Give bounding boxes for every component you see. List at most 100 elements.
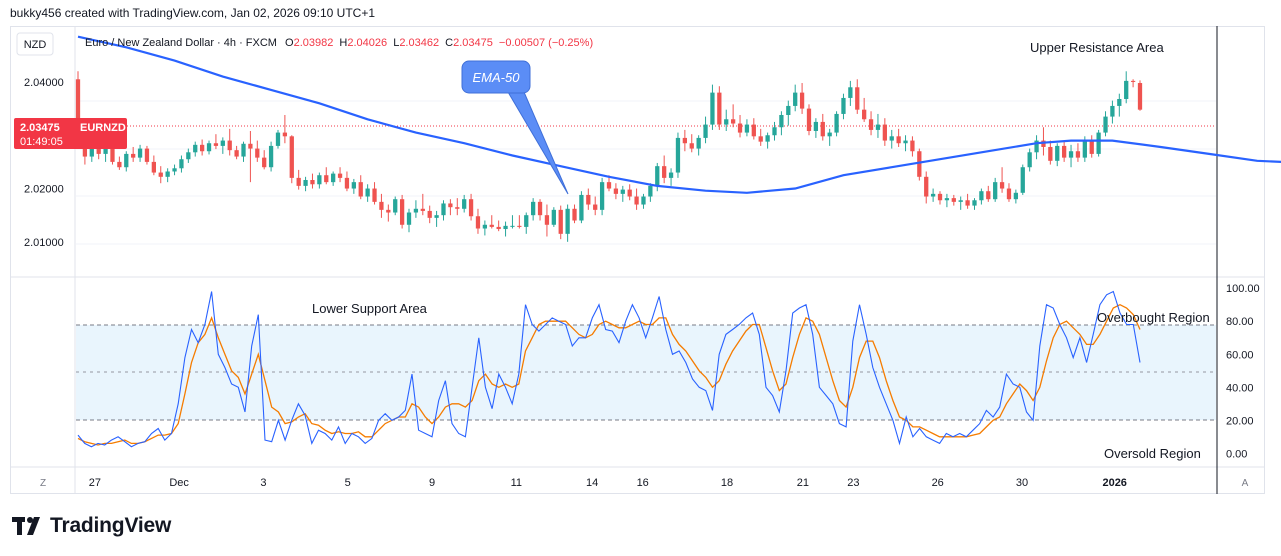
time-tick-label: 11 — [511, 477, 522, 489]
candle-body — [275, 132, 281, 146]
candle-body — [1068, 151, 1074, 158]
candle-body — [730, 119, 736, 124]
candle-body — [96, 145, 101, 154]
candle-body — [772, 127, 777, 136]
overbought-label: Overbought Region — [1097, 310, 1210, 325]
candle-body — [551, 209, 556, 225]
candle-body — [448, 203, 453, 208]
candle-body — [675, 137, 681, 173]
ema-callout-label: EMA-50 — [473, 70, 521, 85]
ema-callout: EMA-50 — [461, 60, 569, 195]
stoch-tick-label: 80.00 — [1226, 316, 1254, 328]
candle-body — [627, 189, 632, 197]
symbol-description: Euro / New Zealand Dollar · 4h · FXCM — [85, 37, 277, 49]
candle-body — [703, 124, 708, 138]
candle-body — [827, 132, 832, 137]
candle-body — [924, 176, 929, 197]
candle-body — [565, 208, 570, 234]
candle-body — [889, 136, 894, 141]
candle-body — [758, 136, 763, 142]
candle-body — [110, 148, 115, 162]
stoch-tick-label: 60.00 — [1226, 349, 1254, 361]
candle-body — [1020, 167, 1025, 193]
candle-body — [117, 161, 122, 168]
candle-body — [213, 143, 219, 146]
tradingview-logo-text: TradingView — [50, 514, 172, 537]
candle-body — [834, 113, 839, 133]
ohlc-high-label: H — [339, 37, 347, 49]
candle-body — [1027, 152, 1032, 168]
time-tick-label: 5 — [345, 477, 351, 489]
candle-body — [813, 121, 819, 131]
candle-body — [786, 105, 791, 115]
candle-body — [386, 209, 391, 213]
candle-body — [262, 157, 267, 168]
candle-body — [1034, 140, 1039, 153]
candle-body — [137, 148, 143, 158]
price-tick-label: 2.02000 — [24, 184, 64, 196]
lower-support-label: Lower Support Area — [312, 301, 428, 316]
candle-body — [944, 198, 950, 201]
candle-body — [979, 191, 984, 201]
candle-body — [489, 224, 494, 227]
chart-credit: bukky456 created with TradingView.com, J… — [10, 6, 375, 20]
candle-body — [365, 188, 370, 197]
timezone-button[interactable]: Z — [40, 478, 46, 489]
candle-body — [993, 182, 998, 200]
stoch-axis[interactable]: 100.00 80.00 60.00 40.00 20.00 0.00 — [1226, 283, 1260, 460]
candle-body — [965, 200, 970, 206]
candle-body — [1048, 146, 1053, 161]
auto-scale-button[interactable]: A — [1242, 478, 1249, 489]
candle-body — [558, 209, 563, 234]
candle-body — [434, 215, 439, 218]
candle-body — [1055, 145, 1060, 161]
candle-body — [1089, 139, 1094, 154]
ohlc-low-label: L — [393, 37, 399, 49]
ohlc-open: 2.03982 — [294, 37, 334, 49]
symbol-legend: Euro / New Zealand Dollar · 4h · FXCM O2… — [85, 37, 593, 49]
candle-body — [455, 207, 460, 209]
candle-body — [89, 145, 94, 157]
candle-body — [951, 198, 956, 202]
time-tick-label: 23 — [847, 477, 859, 489]
oversold-label: Oversold Region — [1104, 446, 1201, 461]
candle-body — [599, 182, 605, 210]
candle-body — [158, 172, 163, 177]
ohlc-low: 2.03462 — [399, 37, 439, 49]
candle-body — [482, 224, 488, 229]
stoch-tick-label: 0.00 — [1226, 448, 1247, 460]
candle-body — [1075, 151, 1081, 158]
candle-body — [186, 152, 191, 160]
candle-body — [1137, 83, 1143, 110]
candle-body — [193, 144, 198, 153]
candle-body — [1103, 116, 1108, 133]
candle-body — [496, 226, 501, 230]
candle-body — [413, 208, 419, 213]
candle-body — [427, 210, 432, 218]
stoch-k-line — [77, 290, 1141, 448]
time-tick-label: 16 — [637, 477, 649, 489]
currency-badge-box — [16, 32, 54, 56]
candles — [75, 71, 1143, 242]
candle-body — [310, 180, 315, 185]
candle-body — [572, 208, 577, 221]
candle-body — [620, 189, 625, 194]
tradingview-logo[interactable]: TradingView — [12, 514, 171, 538]
time-axis[interactable]: 27 Dec 3 5 9 11 14 16 18 21 23 26 30 2026 — [89, 477, 1127, 489]
candle-body — [165, 171, 170, 177]
candle-body — [841, 97, 846, 114]
candle-body — [206, 143, 212, 152]
candle-body — [868, 119, 874, 130]
candle-body — [793, 92, 798, 106]
candle-body — [799, 92, 805, 109]
time-tick-label: 14 — [586, 477, 598, 489]
candle-body — [317, 175, 322, 185]
candle-body — [399, 199, 405, 225]
time-tick-label: 18 — [721, 477, 733, 489]
candle-body — [393, 199, 398, 213]
candle-body — [917, 151, 922, 177]
candle-body — [1117, 99, 1122, 106]
candle-body — [765, 135, 770, 142]
candle-body — [668, 172, 674, 178]
